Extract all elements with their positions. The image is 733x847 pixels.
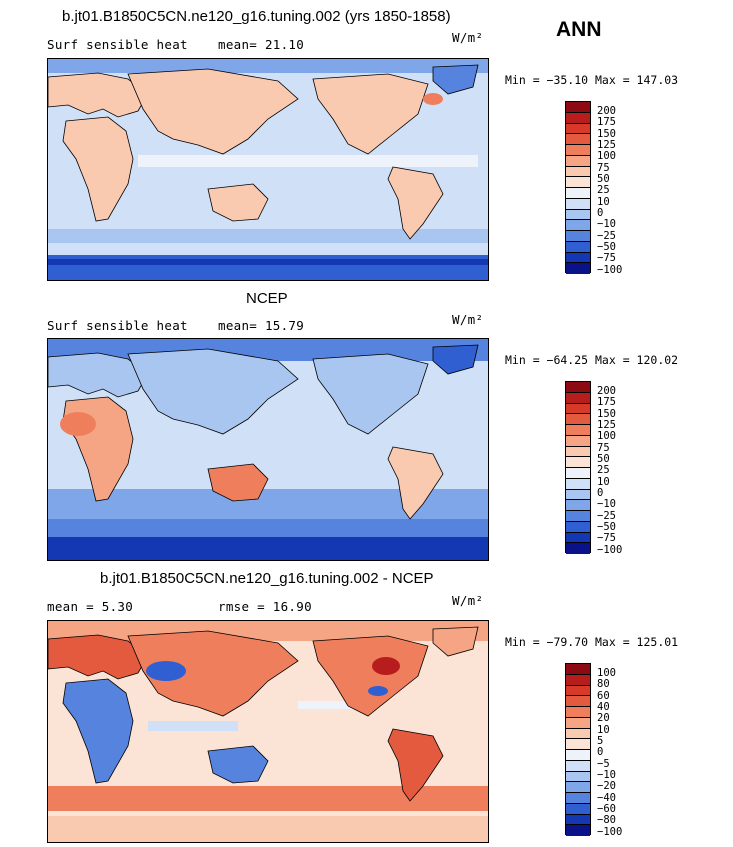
panel3-map <box>47 620 489 843</box>
panel1-colorbar <box>565 101 591 274</box>
panel2-colorbar-labels: 200 175 150 125 100 75 50 25 10 0 −10 −25 −50−… <box>597 385 623 556</box>
panel1-mean-label: mean= 21.10 <box>218 37 305 52</box>
panel1-minmax: Min = −35.10 Max = 147.03 <box>505 73 679 87</box>
panel2-units: W/m² <box>452 312 484 327</box>
panel2-title: NCEP <box>246 290 288 307</box>
panel1-title: b.jt01.B1850C5CN.ne120_g16.tuning.002 (y… <box>62 8 451 25</box>
panel2-mean-label: mean= 15.79 <box>218 318 305 333</box>
panel3-colorbar <box>565 663 591 836</box>
panel1-units: W/m² <box>452 30 484 45</box>
panel3-units: W/m² <box>452 593 484 608</box>
panel3-minmax: Min = −79.70 Max = 125.01 <box>505 635 679 649</box>
panel2-variable-label: Surf sensible heat <box>47 318 188 333</box>
panel1-variable-label: Surf sensible heat <box>47 37 188 52</box>
panel3-mean-label: mean = 5.30 <box>47 599 134 614</box>
panel1-map <box>47 58 489 281</box>
panel2-minmax: Min = −64.25 Max = 120.02 <box>505 353 679 367</box>
panel1-colorbar-labels: 200 175 150 125 100 75 50 25 10 0 −10 −25 −50−… <box>597 105 623 276</box>
panel2-colorbar <box>565 381 591 554</box>
panel3-rmse-label: rmse = 16.90 <box>218 599 312 614</box>
season-label: ANN <box>556 18 602 41</box>
panel3-title: b.jt01.B1850C5CN.ne120_g16.tuning.002 - … <box>100 570 434 587</box>
panel2-map <box>47 338 489 561</box>
